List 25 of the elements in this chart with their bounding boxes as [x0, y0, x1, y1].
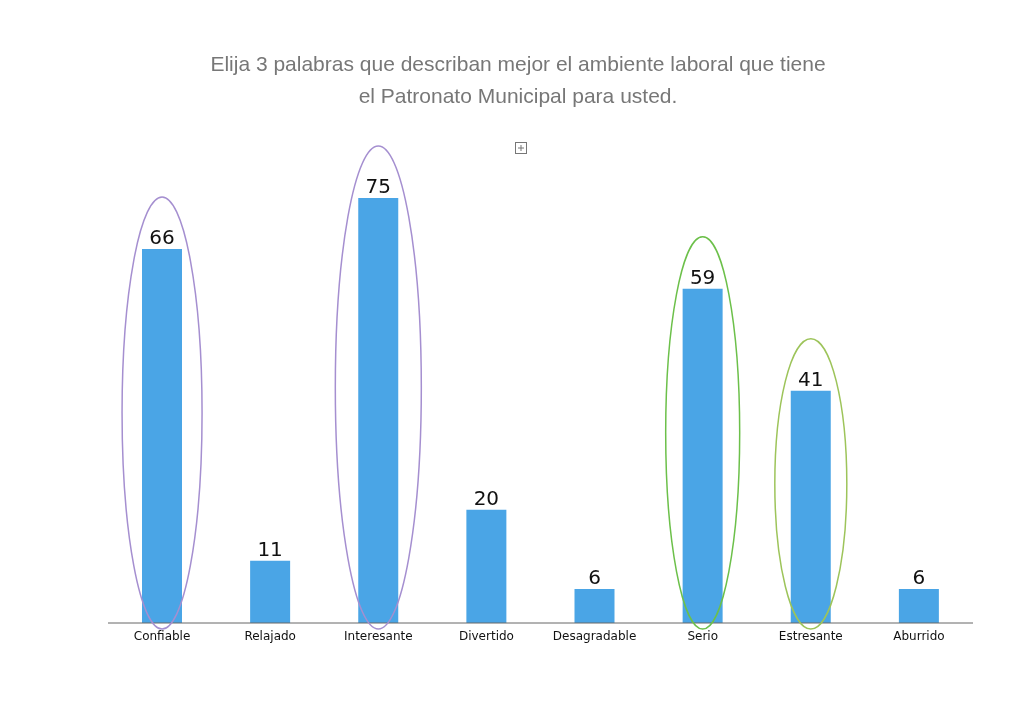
bar [142, 249, 182, 623]
data-label: 6 [912, 565, 926, 589]
data-label: 75 [365, 174, 391, 198]
x-tick-label: Estresante [778, 628, 843, 643]
data-label: 20 [473, 485, 500, 510]
bar [682, 288, 723, 623]
data-label: 41 [798, 366, 824, 391]
x-tick-label: Relajado [244, 628, 296, 643]
data-label: 59 [689, 264, 716, 289]
data-label: 11 [257, 536, 283, 561]
bar [574, 589, 615, 623]
x-tick-label: Serio [687, 628, 718, 643]
x-tick-label: Aburrido [893, 628, 945, 643]
bar [898, 589, 939, 623]
data-label: 66 [149, 225, 175, 249]
bar [790, 390, 831, 623]
data-label: 6 [588, 565, 601, 589]
x-tick-label: Confiable [133, 628, 191, 643]
x-tick-label: Interesante [344, 628, 413, 643]
x-tick-label: Divertido [458, 628, 514, 643]
chart-title: Elija 3 palabras que describan mejor el ambiente laboral que tiene el Patronato Municipal para usted. [209, 51, 827, 109]
bar [466, 509, 507, 623]
x-tick-label: Desagradable [552, 628, 637, 643]
bar [358, 198, 399, 623]
bar [250, 560, 291, 623]
